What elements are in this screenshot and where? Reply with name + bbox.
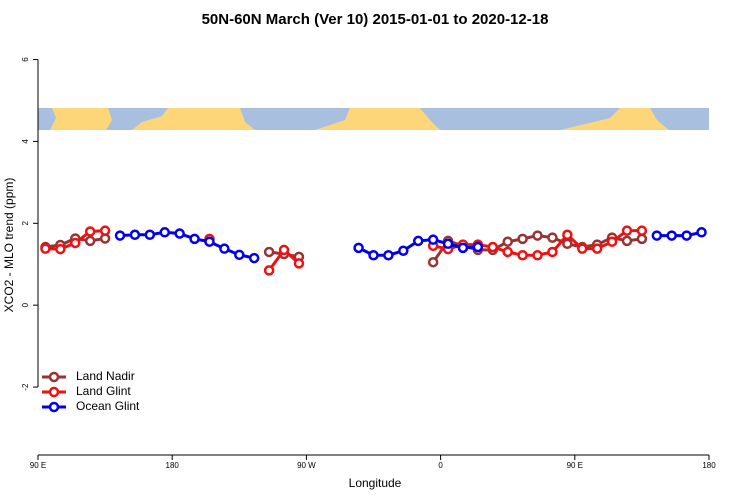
data-point (263, 265, 275, 276)
x-tick-label: 0 (438, 461, 443, 470)
x-axis-label: Longitude (349, 476, 402, 490)
y-tick-label: 4 (21, 139, 30, 144)
data-point (532, 249, 543, 261)
data-point (368, 249, 379, 261)
data-point (40, 243, 51, 254)
y-tick-label: 6 (21, 57, 30, 62)
data-point (621, 225, 633, 236)
data-point (129, 229, 141, 241)
data-point (174, 228, 185, 239)
legend-marker (48, 401, 60, 413)
x-tick-label: 180 (166, 461, 180, 470)
data-point (487, 241, 499, 253)
data-point (398, 245, 409, 256)
data-point (577, 243, 588, 254)
data-point (591, 243, 603, 254)
data-point (651, 230, 663, 241)
y-tick-label: 0 (21, 302, 30, 307)
data-point (219, 243, 230, 254)
legend-label: Land Nadir (76, 369, 135, 383)
data-point (248, 252, 260, 264)
data-point (189, 233, 200, 245)
data-point (621, 235, 633, 247)
data-point (99, 225, 111, 236)
data-point (84, 226, 96, 237)
data-point (442, 238, 454, 250)
data-point (502, 236, 513, 247)
data-point (472, 241, 484, 253)
series (114, 227, 707, 264)
map-band (38, 108, 709, 130)
data-point (278, 244, 290, 256)
x-tick-label: 90 E (30, 461, 46, 470)
x-tick-label: 90 E (567, 461, 583, 470)
data-point (517, 249, 528, 261)
data-point (562, 229, 573, 241)
data-point (517, 233, 528, 245)
y-tick-label: -2 (21, 383, 30, 391)
data-point (562, 238, 573, 250)
data-point (383, 249, 394, 261)
data-point (502, 246, 513, 258)
map-ocean (38, 108, 709, 130)
y-axis-label: XCO2 - MLO trend (ppm) (2, 178, 16, 313)
data-point (114, 230, 126, 241)
data-point (696, 227, 707, 238)
data-point (412, 235, 424, 247)
data-point (636, 225, 648, 236)
data-point (547, 232, 558, 243)
legend-marker (48, 386, 60, 398)
data-point (234, 249, 245, 261)
data-point (681, 230, 692, 241)
x-tick-label: 180 (702, 461, 716, 470)
legend-marker (48, 371, 60, 383)
x-tick-label: 90 W (297, 461, 316, 470)
y-tick-label: 2 (21, 221, 30, 226)
data-point (666, 230, 677, 241)
data-point (293, 258, 305, 269)
data-point (204, 236, 215, 247)
data-point (263, 246, 275, 258)
data-point (84, 235, 96, 247)
data-point (144, 229, 156, 241)
data-point (55, 243, 66, 255)
data-point (636, 233, 648, 245)
legend-label: Ocean Glint (76, 399, 140, 413)
data-point (427, 256, 439, 268)
data-point (70, 237, 81, 249)
data-point (606, 236, 618, 247)
legend-label: Land Glint (76, 384, 131, 398)
data-point (457, 242, 469, 254)
data-point (353, 242, 364, 254)
data-point (532, 230, 543, 241)
data-point (159, 227, 170, 238)
chart-title: 50N-60N March (Ver 10) 2015-01-01 to 202… (202, 11, 549, 28)
data-point (547, 246, 558, 258)
series (40, 225, 648, 276)
data-point (427, 234, 439, 245)
